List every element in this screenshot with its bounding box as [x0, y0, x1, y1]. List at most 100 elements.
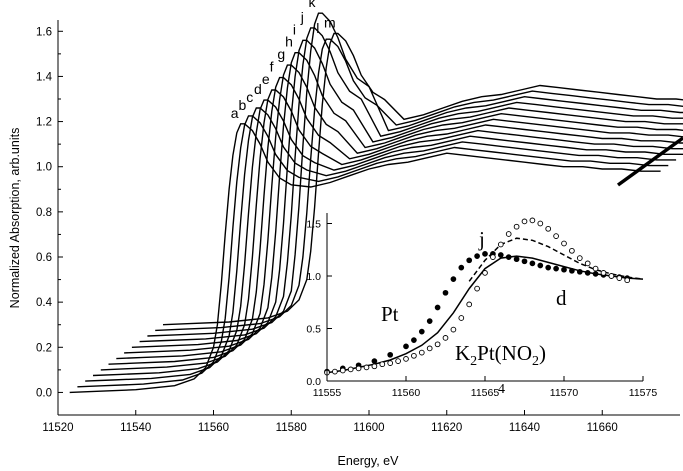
series-label-g: g	[277, 46, 285, 62]
compound-part-k: K	[455, 341, 470, 365]
series-label-f: f	[270, 59, 274, 75]
main-x-tick-label: 11520	[42, 422, 73, 434]
inset-chart: 11555 11560 11565 11570 11575 0.0 0.5 1.0 1.5 j…	[306, 213, 657, 399]
inset-curve-dashed	[468, 237, 644, 282]
main-y-tick-label: 0.4	[36, 297, 53, 309]
spectrum-curve-h	[124, 52, 683, 354]
inset-point-filled-dots	[545, 264, 552, 271]
main-y-tick-label: 1.0	[36, 162, 52, 174]
inset-point-open-dots	[482, 270, 488, 276]
main-x-tick-label: 11560	[198, 422, 229, 434]
inset-point-filled-dots	[434, 304, 441, 311]
inset-point-filled-dots	[584, 270, 591, 276]
inset-point-open-dots	[576, 255, 583, 261]
inset-point-filled-dots	[403, 343, 409, 350]
inset-point-filled-dots	[505, 254, 512, 260]
inset-point-open-dots	[474, 285, 480, 292]
inset-point-open-dots	[332, 368, 338, 375]
inset-x-tick-label: 11555	[313, 387, 342, 399]
y-axis-title: Normalized Absorption, arb.units	[8, 128, 22, 309]
inset-point-open-dots	[513, 223, 520, 230]
inset-point-filled-dots	[576, 268, 583, 275]
inset-point-filled-dots	[569, 267, 575, 274]
main-x-tick-label: 11600	[353, 422, 384, 434]
main-y-tick-label: 0.0	[36, 387, 52, 399]
compound-sub-4: 4	[498, 382, 505, 397]
label-compound: K2Pt(NO2)	[455, 341, 546, 369]
series-label-l: l	[316, 20, 319, 36]
series-label-c: c	[246, 89, 253, 105]
inset-point-open-dots	[450, 326, 457, 333]
main-x-tick-label: 11540	[120, 422, 151, 434]
inset-point-open-dots	[442, 335, 449, 341]
inset-point-open-dots	[505, 231, 512, 237]
inset-point-open-dots	[490, 254, 496, 260]
inset-point-open-dots	[497, 241, 504, 248]
inset-point-filled-dots	[387, 351, 394, 358]
inset-point-open-dots	[395, 358, 401, 364]
series-label-m: m	[324, 15, 336, 31]
inset-x-tick-label: 11570	[550, 387, 579, 399]
inset-point-filled-dots	[513, 256, 520, 263]
spectrum-curve-m	[162, 32, 683, 326]
compound-sub-2a: 2	[470, 354, 477, 369]
main-y-tick-label: 0.6	[36, 252, 52, 264]
inset-point-filled-dots	[592, 271, 599, 277]
series-label-i: i	[293, 21, 296, 37]
inset-point-open-dots	[608, 273, 615, 279]
inset-point-open-dots	[434, 341, 441, 348]
inset-point-filled-dots	[426, 318, 433, 324]
inset-point-filled-dots	[442, 289, 449, 296]
main-y-tick-label: 1.2	[36, 117, 52, 129]
main-y-tick-label: 0.2	[36, 342, 52, 354]
compound-close-paren: )	[539, 341, 546, 365]
inset-point-open-dots	[553, 233, 559, 239]
spectrum-curve-i	[131, 39, 683, 348]
inset-point-open-dots	[347, 366, 354, 373]
inset-y-tick-label: 0.5	[306, 324, 321, 336]
inset-point-open-dots	[458, 315, 465, 321]
main-x-tick-label: 11660	[587, 422, 618, 434]
inset-point-open-dots	[379, 361, 386, 368]
spectrum-curve-f	[108, 76, 683, 365]
inset-point-open-dots	[355, 365, 362, 372]
inset-point-open-dots	[569, 247, 575, 254]
inset-y-tick-label: 1.5	[306, 219, 321, 231]
series-label-d: d	[254, 81, 262, 97]
inset-point-open-dots	[426, 345, 433, 352]
inset-point-filled-dots	[474, 253, 480, 259]
series-label-a: a	[231, 105, 239, 121]
label-d: d	[556, 286, 567, 310]
inset-point-filled-dots	[561, 266, 567, 273]
series-label-b: b	[238, 97, 246, 113]
inset-point-filled-dots	[418, 328, 425, 335]
inset-y-tick-label: 1.0	[306, 271, 321, 283]
inset-point-open-dots	[339, 367, 346, 374]
inset-point-filled-dots	[553, 265, 559, 272]
inset-point-open-dots	[403, 356, 409, 362]
spectrum-curve-k	[147, 12, 683, 337]
label-j: j	[478, 227, 485, 251]
compound-part-pt-no: Pt(NO	[477, 341, 532, 365]
main-x-tick-label: 11580	[276, 422, 307, 434]
inset-point-open-dots	[584, 260, 591, 267]
spectrum-curve-c	[85, 107, 677, 382]
inset-point-filled-dots	[458, 264, 465, 271]
inset-point-open-dots	[592, 265, 599, 272]
inset-point-filled-dots	[450, 276, 457, 282]
spectrum-curve-e	[100, 89, 683, 371]
inset-point-open-dots	[371, 363, 378, 370]
inset-y-tick-label: 0.0	[306, 376, 321, 388]
main-y-axis: 0.0 0.2 0.4 0.6 0.8 1.0 1.2 1.4 1.6	[36, 20, 63, 415]
inset-point-filled-dots	[521, 258, 528, 265]
inset-x-tick-label: 11565	[471, 387, 500, 399]
inset-point-open-dots	[537, 220, 544, 227]
offset-arrow-line	[616, 136, 683, 187]
spectrum-curve-g	[116, 64, 683, 360]
main-y-tick-label: 1.6	[36, 26, 52, 38]
inset-point-open-dots	[561, 240, 567, 247]
inset-point-open-dots	[363, 364, 370, 371]
inset-point-filled-dots	[529, 260, 536, 267]
